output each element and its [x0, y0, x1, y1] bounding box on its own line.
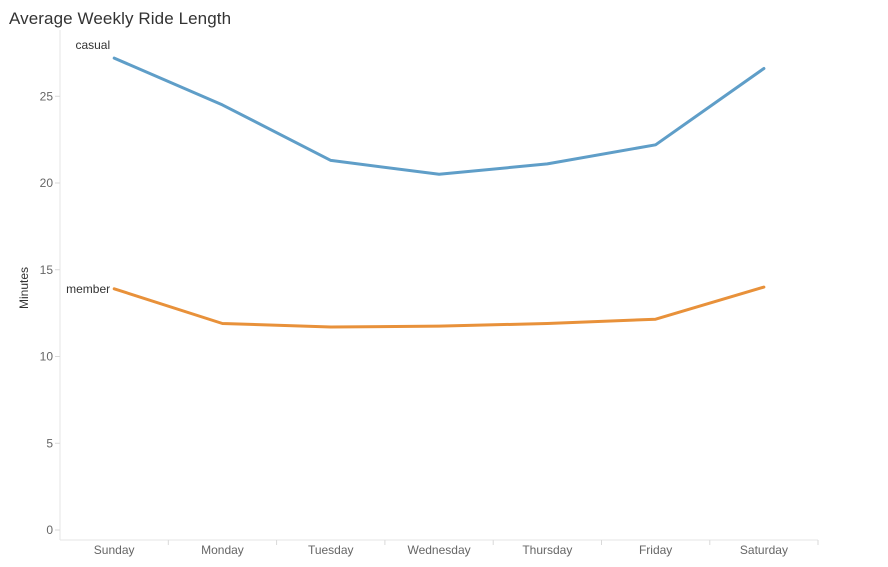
y-axis-title: Minutes: [17, 267, 31, 309]
chart-lines: casual member: [66, 38, 766, 329]
series-line-casual: [112, 56, 766, 176]
y-tick-label: 0: [46, 523, 53, 537]
x-tick-label: Thursday: [522, 543, 572, 557]
chart-axes: 0 5 10 15 20 25 Sunday Monday Tuesday Wednesday Th…: [17, 30, 819, 557]
x-tick-label: Wednesday: [407, 543, 470, 557]
series-label-member: member: [66, 282, 110, 296]
y-tick-label: 15: [40, 263, 54, 277]
x-tick-label: Friday: [639, 543, 672, 557]
x-tick-label: Saturday: [740, 543, 788, 557]
x-tick-label: Sunday: [94, 543, 135, 557]
y-tick-label: 25: [40, 89, 54, 103]
y-tick-label: 10: [40, 350, 54, 364]
series-label-casual: casual: [75, 38, 110, 52]
series-line-member: [112, 285, 766, 329]
y-tick-label: 20: [40, 176, 54, 190]
x-tick-label: Monday: [201, 543, 244, 557]
chart-title: Average Weekly Ride Length: [9, 9, 232, 28]
x-tick-label: Tuesday: [308, 543, 354, 557]
y-tick-label: 5: [46, 436, 53, 450]
